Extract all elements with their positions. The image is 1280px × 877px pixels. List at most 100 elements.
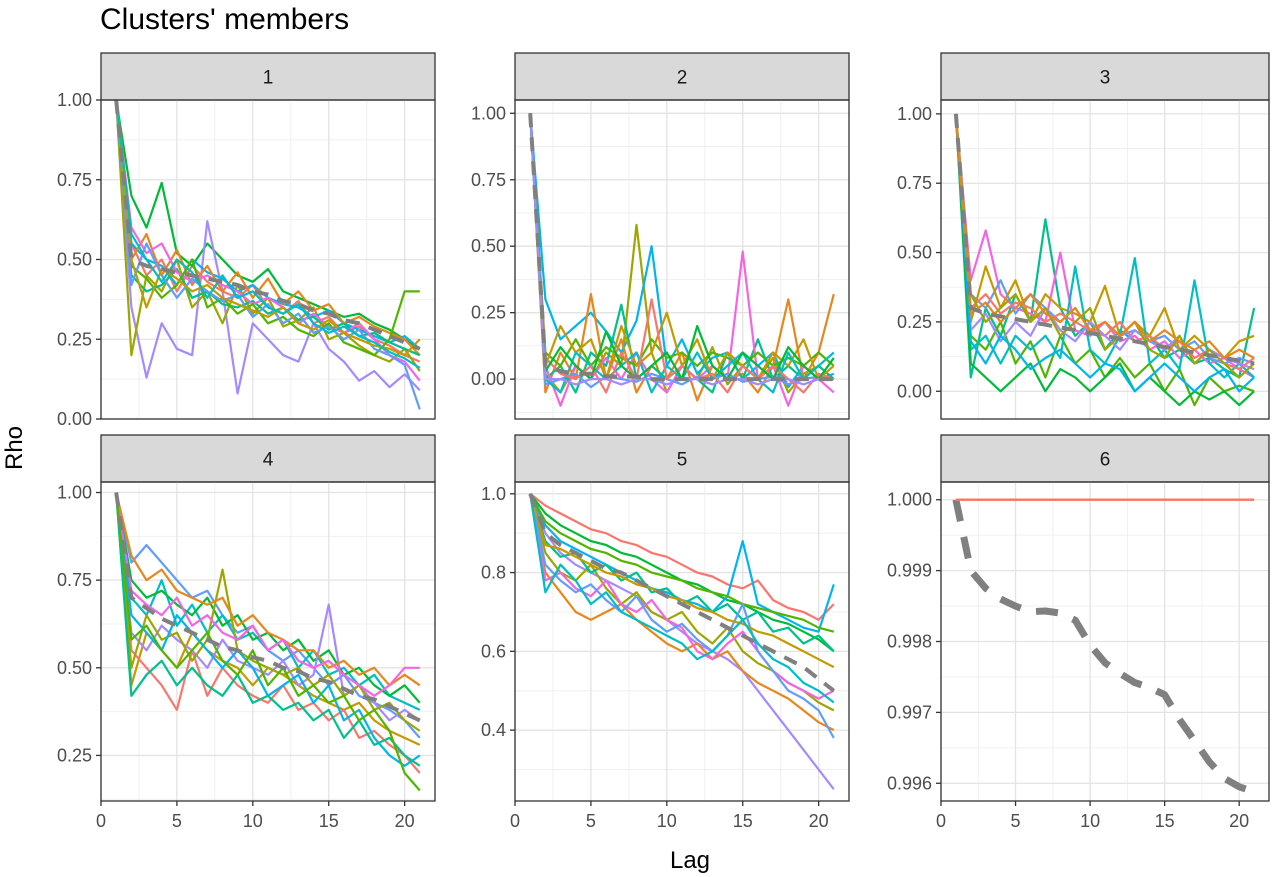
member-series-line: [115, 100, 421, 356]
y-tick-label: 0.25: [897, 312, 932, 332]
x-tick-label: 15: [1155, 811, 1175, 831]
centroid-series-line: [952, 498, 1256, 796]
member-series-line: [115, 100, 421, 369]
facet-panel-6: 6 0.996 0.997 0.998 0.999 1.000 0 5 10 15 20: [887, 434, 1270, 831]
member-series-line: [954, 113, 1255, 393]
facet-panels: 1 0.00 0.25 0.50 0.75 1.00 2 0.00 0.25 0.50 0.75 1.…: [57, 52, 1270, 831]
x-tick-label: 20: [1229, 811, 1249, 831]
member-series-line: [954, 113, 1255, 407]
panel-border: [100, 481, 436, 802]
member-series-line: [529, 493, 835, 633]
facet-strip-label: 4: [263, 450, 274, 471]
y-tick-label: 0.00: [57, 409, 92, 429]
member-series-line: [115, 100, 421, 395]
x-tick-label: 20: [395, 811, 415, 831]
member-series-line: [529, 493, 835, 700]
member-series-line: [115, 492, 421, 768]
y-tick-label: 0.25: [57, 329, 92, 349]
panel-border: [514, 99, 850, 420]
series-group: [528, 492, 836, 790]
facet-panel-2: 2 0.00 0.25 0.50 0.75 1.00: [471, 52, 850, 420]
member-series-line: [115, 100, 421, 357]
member-series-line: [115, 492, 421, 704]
x-tick-label: 5: [1011, 811, 1021, 831]
facet-strip-label: 5: [677, 450, 688, 471]
y-tick-label: 0.4: [481, 720, 506, 740]
grid-lines: [514, 482, 849, 801]
member-series-line: [529, 493, 835, 732]
series-group: [952, 498, 1256, 796]
y-tick-label: 1.00: [897, 104, 932, 124]
series-group: [953, 113, 1256, 407]
facet-strip-label: 1: [263, 68, 274, 89]
facet-panel-5: 5 0.4 0.6 0.8 1.0 0 5 10 15 20: [481, 434, 850, 831]
x-tick-label: 10: [1080, 811, 1100, 831]
y-tick-label: 0.75: [471, 170, 506, 190]
x-tick-label: 5: [586, 811, 596, 831]
member-series-line: [115, 100, 421, 350]
member-series-line: [115, 492, 421, 792]
member-series-line: [115, 492, 421, 711]
member-series-line: [954, 113, 1255, 371]
member-series-line: [954, 113, 1255, 365]
y-tick-label: 0.75: [57, 170, 92, 190]
y-tick-label: 0.997: [887, 702, 932, 722]
facet-strip-label: 6: [1100, 450, 1111, 471]
member-series-line: [529, 113, 835, 367]
y-tick-label: 0.50: [897, 243, 932, 263]
facet-strip-label: 3: [1100, 68, 1111, 89]
facet-strip: [514, 434, 850, 483]
y-tick-label: 0.998: [887, 632, 932, 652]
y-tick-label: 0.6: [481, 641, 506, 661]
y-tick-label: 0.00: [897, 381, 932, 401]
member-series-line: [115, 492, 420, 697]
y-tick-label: 0.999: [887, 561, 932, 581]
member-series-line: [529, 492, 835, 621]
y-tick-label: 0.50: [471, 236, 506, 256]
series-group: [528, 113, 835, 407]
y-tick-label: 0.25: [57, 745, 92, 765]
y-tick-label: 1.00: [57, 483, 92, 503]
member-series-line: [115, 492, 421, 746]
series-group: [114, 100, 421, 410]
member-series-line: [115, 100, 421, 382]
y-tick-label: 0.50: [57, 658, 92, 678]
x-tick-label: 0: [510, 811, 520, 831]
centroid-series-line: [953, 113, 1255, 366]
member-series-line: [529, 493, 835, 669]
x-tick-label: 0: [936, 811, 946, 831]
series-group: [114, 492, 421, 792]
member-series-line: [115, 492, 421, 687]
y-tick-label: 1.000: [887, 490, 932, 510]
y-tick-label: 0.50: [57, 250, 92, 270]
grid-lines: [940, 482, 1269, 801]
member-series-line: [954, 113, 1255, 371]
x-tick-label: 15: [319, 811, 339, 831]
member-series-line: [529, 113, 834, 386]
member-series-line: [529, 113, 834, 389]
x-tick-label: 10: [657, 811, 677, 831]
y-tick-label: 0.25: [471, 303, 506, 323]
x-tick-label: 15: [733, 811, 753, 831]
y-tick-label: 0.8: [481, 563, 506, 583]
member-series-line: [529, 493, 835, 704]
facet-panel-4: 4 0.25 0.50 0.75 1.00 0 5 10 15 20: [57, 434, 436, 831]
centroid-series-line: [114, 100, 421, 351]
panel-border: [940, 99, 1270, 420]
x-tick-label: 10: [243, 811, 263, 831]
member-series-line: [115, 100, 420, 357]
x-tick-label: 20: [809, 811, 829, 831]
y-tick-label: 0.75: [897, 173, 932, 193]
centroid-series-line: [114, 492, 421, 723]
member-series-line: [115, 100, 421, 410]
y-axis-label: Rho: [1, 426, 28, 470]
y-tick-label: 1.00: [471, 103, 506, 123]
x-tick-label: 0: [96, 811, 106, 831]
x-axis-label: Lag: [670, 847, 710, 874]
member-series-line: [115, 492, 421, 774]
facet-strip-label: 2: [677, 68, 688, 89]
panel-border: [514, 481, 850, 802]
facet-strip: [940, 52, 1270, 101]
facet-panel-1: 1 0.00 0.25 0.50 0.75 1.00: [57, 52, 436, 429]
